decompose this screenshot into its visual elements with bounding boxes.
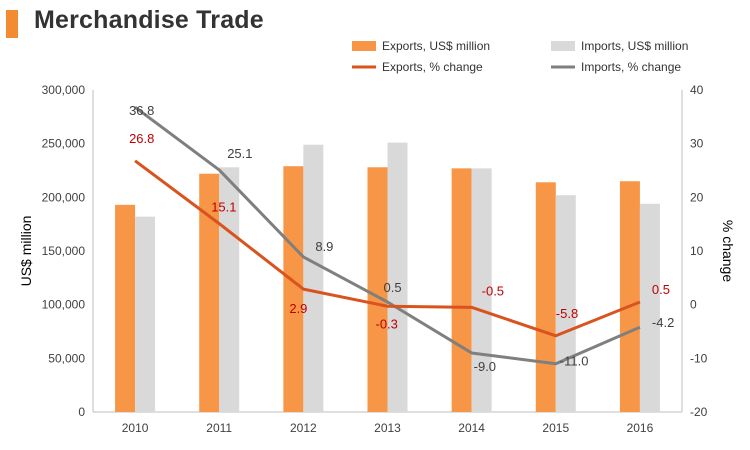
exports-bar xyxy=(535,182,556,412)
page-title: Merchandise Trade xyxy=(34,6,264,34)
imports-change-line xyxy=(134,105,641,366)
exports-change-label: 2.9 xyxy=(289,301,307,316)
exports-change-label: 15.1 xyxy=(211,200,236,215)
imports-bar xyxy=(639,203,660,412)
imports-change-label: 36.8 xyxy=(129,103,154,118)
y-tick-label: 0 xyxy=(78,405,85,419)
exports-change-line xyxy=(134,159,641,338)
x-tick-label: 2012 xyxy=(290,421,317,435)
imports-bar xyxy=(555,195,576,412)
exports-bar xyxy=(619,181,640,412)
imports-bar xyxy=(471,168,492,412)
exports-change-label: 0.5 xyxy=(652,282,670,297)
y2-axis-title: % change xyxy=(720,220,736,282)
imports-bar xyxy=(135,216,156,412)
exports-bar xyxy=(283,166,304,412)
imports-change-label: -4.2 xyxy=(652,315,674,330)
exports-change-label: -0.3 xyxy=(376,316,398,331)
imports-change-label: 8.9 xyxy=(315,239,333,254)
legend-label: Exports, % change xyxy=(382,60,483,74)
y2-tick-label: 0 xyxy=(690,298,697,312)
x-tick-label: 2015 xyxy=(542,421,569,435)
y2-tick-label: 20 xyxy=(690,190,704,204)
y-tick-label: 100,000 xyxy=(42,298,86,312)
x-tick-label: 2010 xyxy=(122,421,149,435)
y2-tick-label: -20 xyxy=(690,405,708,419)
imports-bar xyxy=(303,144,324,413)
y-tick-label: 300,000 xyxy=(42,83,86,97)
exports-change-label: -5.8 xyxy=(556,306,578,321)
y2-tick-label: 10 xyxy=(690,244,704,258)
title-bar: Merchandise Trade xyxy=(0,0,750,44)
exports-change-label: -0.5 xyxy=(482,283,504,298)
x-tick-label: 2013 xyxy=(374,421,401,435)
exports-change-label: 26.8 xyxy=(129,131,154,146)
y-tick-label: 250,000 xyxy=(42,137,86,151)
y-tick-label: 50,000 xyxy=(48,351,85,365)
exports-bar xyxy=(367,167,388,412)
exports-bar xyxy=(199,173,220,412)
legend-swatch xyxy=(551,41,575,51)
x-tick-label: 2016 xyxy=(627,421,654,435)
legend-swatch xyxy=(352,41,376,51)
y2-tick-label: 30 xyxy=(690,137,704,151)
y-axis-title: US$ million xyxy=(18,216,34,287)
exports-bar xyxy=(451,168,472,412)
x-tick-label: 2014 xyxy=(458,421,485,435)
y2-tick-label: -10 xyxy=(690,351,708,365)
imports-change-label: 0.5 xyxy=(384,280,402,295)
exports-bar xyxy=(115,204,136,412)
y-tick-label: 150,000 xyxy=(42,244,86,258)
imports-change-label: -11.0 xyxy=(560,354,589,369)
legend-label: Exports, US$ million xyxy=(382,39,490,53)
imports-change-label: -9.0 xyxy=(474,359,496,374)
legend-label: Imports, US$ million xyxy=(581,39,688,53)
y2-tick-label: 40 xyxy=(690,83,704,97)
x-tick-label: 2011 xyxy=(206,421,232,435)
legend-label: Imports, % change xyxy=(581,60,681,74)
imports-change-label: 25.1 xyxy=(227,146,252,161)
y-tick-label: 200,000 xyxy=(42,190,86,204)
imports-bar xyxy=(387,142,408,413)
title-accent-bar xyxy=(6,10,18,38)
